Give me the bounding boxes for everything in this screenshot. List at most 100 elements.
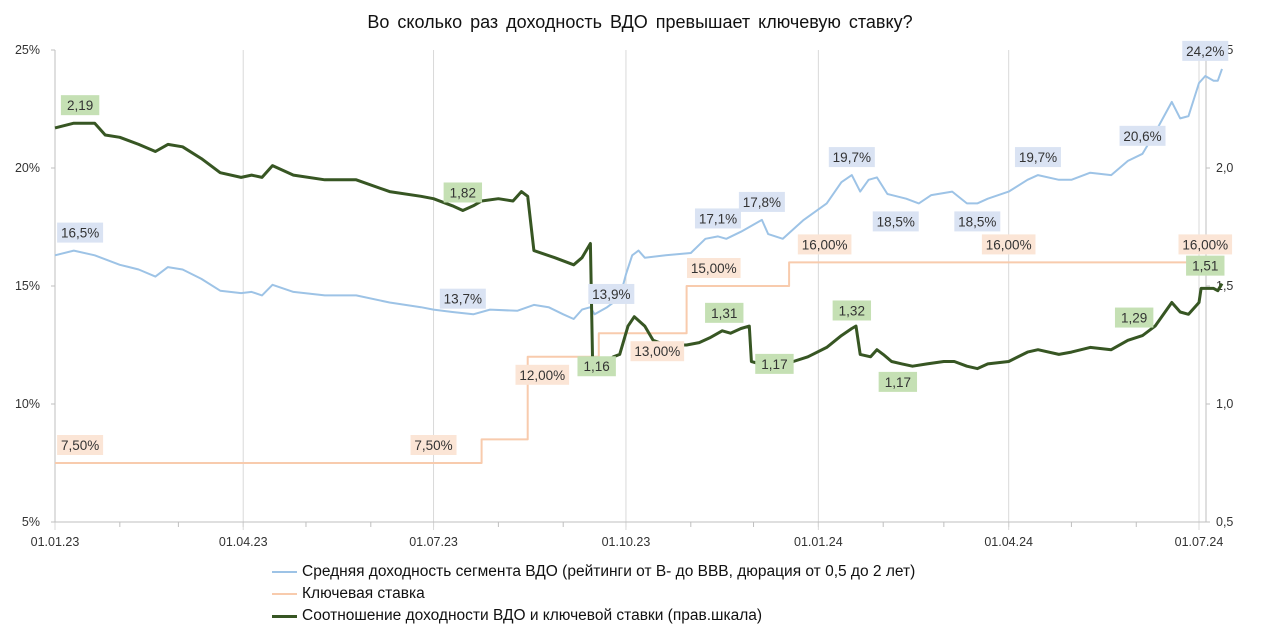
data-label-text: 16,00%	[986, 237, 1032, 252]
data-label-text: 19,7%	[1019, 150, 1057, 165]
data-label-text: 1,17	[885, 375, 911, 390]
data-label-text: 18,5%	[958, 214, 996, 229]
data-label-key-rate: 7,50%	[57, 435, 104, 455]
data-label-box	[797, 234, 852, 255]
legend-swatch-key-rate	[272, 593, 297, 595]
data-label-key-rate: 12,00%	[515, 364, 570, 385]
data-label-ratio: 1,51	[1186, 255, 1225, 276]
data-label-text: 13,9%	[592, 287, 630, 302]
y-left-tick-label: 25%	[15, 43, 40, 57]
data-label-box	[410, 435, 457, 455]
y-right-tick-label: 1,5	[1216, 279, 1233, 293]
data-label-text: 16,5%	[61, 226, 99, 241]
data-label-box	[1186, 255, 1225, 276]
chart-legend: Средняя доходность сегмента ВДО (рейтинг…	[272, 561, 915, 627]
data-label-vdo-yield: 20,6%	[1119, 125, 1166, 146]
y-left-tick-label: 15%	[15, 279, 40, 293]
y-left-tick-label: 10%	[15, 397, 40, 411]
series-line-vdo-yield	[54, 68, 1223, 320]
chart-plot-area: 01.01.23 01.04.23 01.07.23 01.10.23 01.01.24…	[15, 40, 1233, 549]
legend-entry-ratio: Соотношение доходности ВДО и ключевой ст…	[272, 605, 915, 627]
data-label-text: 13,00%	[634, 344, 680, 359]
legend-entry-key-rate: Ключевая ставка	[272, 583, 915, 605]
x-tick-label: 01.04.23	[219, 535, 268, 549]
data-label-box	[57, 435, 104, 455]
data-label-box	[694, 208, 741, 229]
data-label-text: 16,00%	[1182, 237, 1228, 252]
data-label-ratio: 1,31	[705, 302, 744, 323]
data-label-ratio: 1,17	[755, 353, 794, 374]
x-tick-label: 01.07.24	[1175, 535, 1224, 549]
y-left-tick-label: 5%	[22, 515, 40, 529]
legend-entry-vdo-yield: Средняя доходность сегмента ВДО (рейтинг…	[272, 561, 915, 583]
data-label-key-rate: 16,00%	[981, 234, 1036, 255]
legend-swatch-vdo-yield	[272, 571, 297, 573]
data-label-key-rate: 16,00%	[1178, 234, 1233, 255]
data-label-text: 20,6%	[1123, 129, 1161, 144]
data-label-vdo-yield: 16,5%	[57, 222, 104, 243]
data-label-box	[1014, 147, 1061, 168]
y-left-tick-label: 20%	[15, 161, 40, 175]
data-label-text: 1,17	[761, 357, 787, 372]
data-label-text: 18,5%	[877, 214, 915, 229]
x-tick-label: 01.04.24	[984, 535, 1033, 549]
data-label-ratio: 1,29	[1114, 307, 1154, 328]
data-label-vdo-yield: 18,5%	[954, 211, 1001, 232]
legend-label-key-rate: Ключевая ставка	[302, 585, 425, 602]
data-label-box	[577, 356, 616, 377]
chart-title: Во сколько раз доходность ВДО превышает …	[367, 12, 913, 32]
data-label-key-rate: 15,00%	[686, 258, 741, 278]
series-line-key-rate	[55, 261, 1222, 464]
data-label-text: 7,50%	[61, 438, 99, 453]
data-label-key-rate: 7,50%	[410, 435, 457, 455]
data-label-text: 19,7%	[833, 150, 871, 165]
data-label-vdo-yield: 19,7%	[1014, 147, 1061, 168]
data-label-box	[57, 222, 104, 243]
data-label-vdo-yield: 17,8%	[738, 191, 785, 212]
data-label-box	[515, 364, 570, 385]
data-label-box	[705, 302, 744, 323]
data-label-box	[686, 258, 741, 278]
data-label-box	[1178, 234, 1233, 255]
x-tick-label: 01.07.23	[409, 535, 458, 549]
data-label-text: 15,00%	[691, 261, 737, 276]
data-label-text: 2,19	[67, 98, 93, 113]
data-label-ratio: 1,17	[878, 371, 918, 392]
data-label-box	[738, 191, 785, 212]
data-label-text: 13,7%	[444, 292, 482, 307]
legend-label-vdo-yield: Средняя доходность сегмента ВДО (рейтинг…	[302, 563, 916, 580]
data-label-text: 1,51	[1192, 259, 1218, 274]
data-label-text: 1,82	[450, 185, 476, 200]
data-label-vdo-yield: 13,7%	[439, 288, 486, 309]
data-label-box	[954, 211, 1001, 232]
data-label-text: 1,29	[1121, 311, 1147, 326]
data-label-box	[1119, 125, 1166, 146]
x-tick-label: 01.10.23	[602, 535, 651, 549]
data-label-text: 12,00%	[519, 368, 565, 383]
legend-label-ratio: Соотношение доходности ВДО и ключевой ст…	[302, 607, 763, 624]
data-label-box	[588, 283, 635, 304]
data-label-box	[832, 300, 872, 321]
data-label-text: 1,32	[839, 303, 865, 318]
data-label-box	[872, 211, 919, 232]
data-label-key-rate: 16,00%	[797, 234, 852, 255]
data-label-box	[1182, 40, 1229, 61]
data-label-box	[878, 371, 918, 392]
data-label-text: 24,2%	[1186, 44, 1224, 59]
data-label-box	[443, 182, 483, 203]
series-line-ratio	[54, 121, 1224, 373]
data-label-ratio: 2,19	[60, 95, 100, 116]
legend-swatch-ratio	[272, 614, 297, 618]
data-label-text: 1,16	[584, 359, 610, 374]
data-label-ratio: 1,82	[443, 182, 483, 203]
y-right-tick-label: 0,5	[1216, 515, 1233, 529]
y-right-tick-label: 2,0	[1216, 161, 1233, 175]
data-label-key-rate: 13,00%	[630, 341, 685, 362]
data-label-box	[60, 95, 100, 116]
data-label-text: 16,00%	[802, 237, 848, 252]
data-label-text: 17,8%	[743, 195, 781, 210]
x-tick-label: 01.01.23	[31, 535, 80, 549]
data-label-box	[439, 288, 486, 309]
x-tick-label: 01.01.24	[794, 535, 843, 549]
